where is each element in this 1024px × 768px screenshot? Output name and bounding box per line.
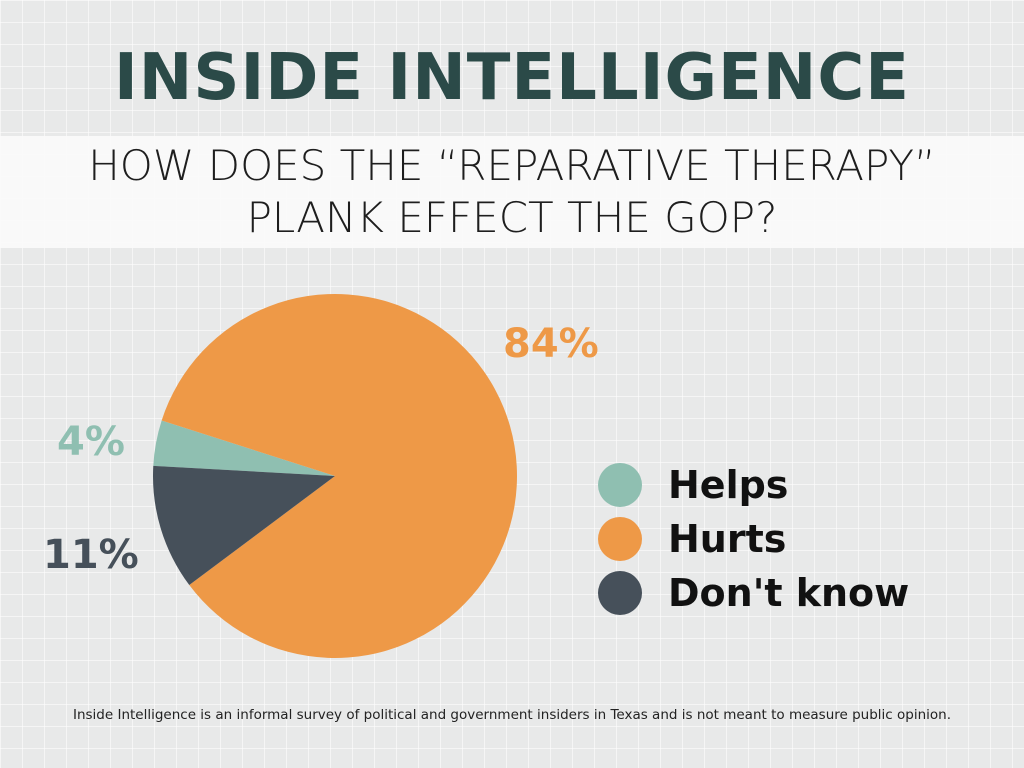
data-label-dont-know: 11% (43, 532, 139, 578)
pie-slice-dont-know (152, 465, 335, 586)
data-label-helps: 4% (57, 419, 125, 465)
legend-item-hurts: Hurts (598, 512, 909, 566)
data-label-hurts: 84% (503, 321, 599, 367)
page-title: INSIDE INTELLIGENCE (113, 41, 911, 115)
legend-item-helps: Helps (598, 458, 909, 512)
question-band (0, 136, 1024, 248)
question-line-2: PLANK EFFECT THE GOP? (246, 193, 778, 242)
legend: Helps Hurts Don't know (598, 458, 909, 620)
pie-slice-helps (153, 420, 335, 476)
legend-label-helps: Helps (668, 463, 789, 507)
legend-label-hurts: Hurts (668, 517, 787, 561)
legend-swatch-helps (598, 463, 642, 507)
legend-swatch-hurts (598, 517, 642, 561)
question-title: HOW DOES THE “REPARATIVE THERAPY” PLANK … (0, 140, 1024, 244)
legend-swatch-dont-know (598, 571, 642, 615)
question-line-1: HOW DOES THE “REPARATIVE THERAPY” (88, 141, 936, 190)
pie-slice-hurts (161, 293, 518, 658)
legend-item-dont-know: Don't know (598, 566, 909, 620)
footnote: Inside Intelligence is an informal surve… (72, 707, 952, 723)
legend-label-dont-know: Don't know (668, 571, 910, 615)
